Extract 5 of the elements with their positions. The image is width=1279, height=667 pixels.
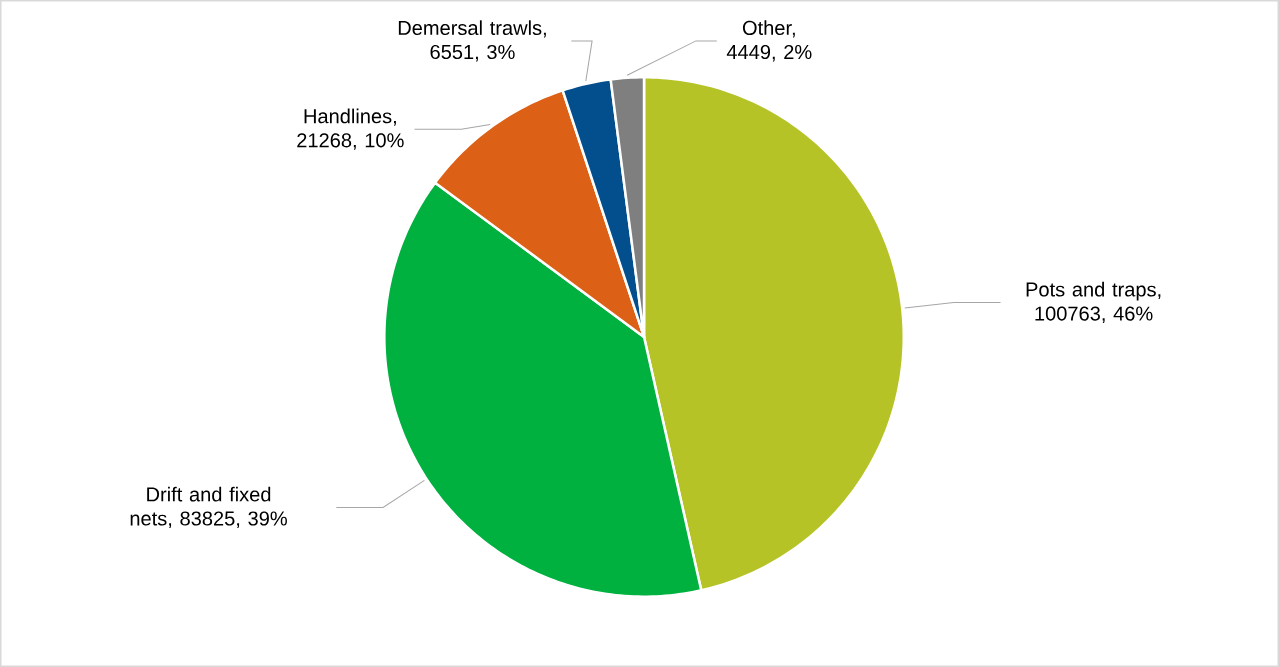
data-label: Pots and traps, 100763, 46% — [1026, 281, 1161, 324]
data-label: Handlines, 21268, 10% — [297, 108, 404, 150]
data-label: Other, 4449, 2% — [726, 20, 812, 62]
data-label: Demersal trawls, 6551, 3% — [398, 20, 546, 62]
data-label: Drift and fixed nets, 83825, 39% — [130, 486, 287, 529]
